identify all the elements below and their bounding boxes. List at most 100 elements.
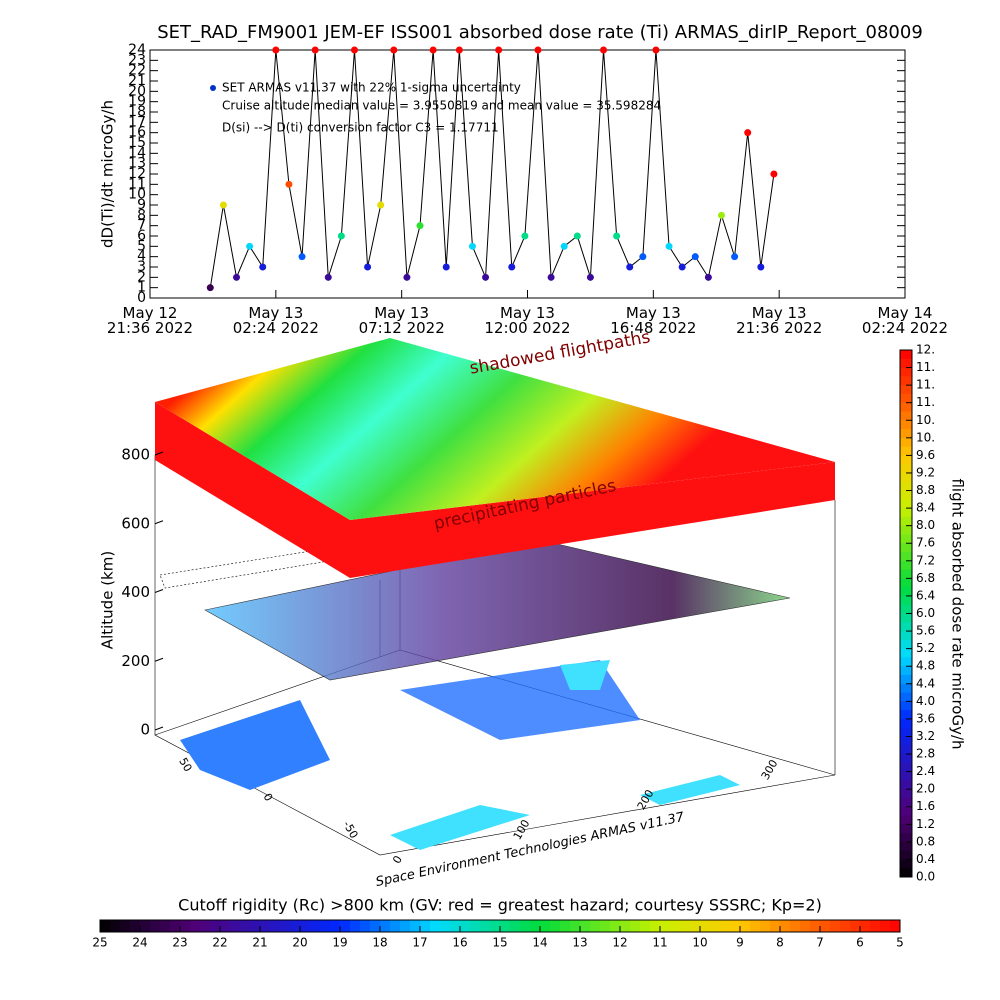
colorbar-tick-label: 4.8 xyxy=(916,659,935,673)
colorbar-tick-label: 15 xyxy=(492,936,507,950)
colorbar-cell xyxy=(450,920,461,932)
data-point xyxy=(639,253,647,261)
data-point xyxy=(613,232,621,240)
colorbar-cell xyxy=(800,920,811,932)
colorbar-tick-label: 2.8 xyxy=(916,747,935,761)
colorbar-cell xyxy=(900,657,912,667)
y-tick-label: 11 xyxy=(128,176,146,192)
data-point xyxy=(678,263,686,271)
colorbar-cell xyxy=(900,402,912,412)
y-tick-label: 7 xyxy=(137,218,146,234)
colorbar-cell xyxy=(900,525,912,535)
x-tick-label: May 13 16:48 2022 xyxy=(610,304,697,337)
x-tick-label: May 13 12:00 2022 xyxy=(484,304,571,337)
colorbar-cell xyxy=(900,754,912,764)
colorbar-cell xyxy=(900,578,912,588)
data-point xyxy=(717,211,725,219)
colorbar-cell xyxy=(480,920,491,932)
colorbar-tick-label: 9 xyxy=(736,936,744,950)
colorbar-tick-label: 2.0 xyxy=(916,782,935,796)
data-point xyxy=(219,201,227,209)
y-tick-label: 19 xyxy=(128,94,146,110)
colorbar-cell xyxy=(520,920,531,932)
colorbar-cell xyxy=(140,920,151,932)
colorbar-cell xyxy=(900,560,912,571)
colorbar-cell xyxy=(900,639,912,650)
colorbar-cell xyxy=(900,710,912,720)
colorbar-tick-label: 6.4 xyxy=(916,588,935,602)
data-point xyxy=(350,46,358,54)
data-point xyxy=(665,242,673,250)
data-point xyxy=(547,273,555,281)
colorbar-cell xyxy=(790,920,801,932)
colorbar-cell xyxy=(560,920,571,932)
colorbar-cell xyxy=(150,920,161,932)
colorbar-cell xyxy=(390,920,401,932)
colorbar-cell xyxy=(300,920,311,932)
colorbar-tick-label: 11 xyxy=(652,936,667,950)
colorbar-cell xyxy=(900,472,912,483)
colorbar-cell xyxy=(900,385,912,395)
y-axis-label: dD(Ti)/dt microGy/h xyxy=(99,100,117,248)
colorbar-cell xyxy=(600,920,611,932)
data-line xyxy=(209,49,775,288)
colorbar-cell xyxy=(900,446,912,456)
colorbar-cell xyxy=(320,920,331,932)
colorbar-tick-label: 16 xyxy=(452,936,467,950)
data-point xyxy=(573,232,581,240)
colorbar-tick-label: 4.0 xyxy=(916,694,935,708)
colorbar-cell xyxy=(900,499,912,509)
data-point xyxy=(285,180,293,188)
colorbar-cell xyxy=(670,920,681,932)
y-tick-label: 2 xyxy=(137,269,146,285)
data-point xyxy=(246,242,254,250)
colorbar-cell xyxy=(900,833,912,843)
colorbar-cell xyxy=(900,762,912,773)
colorbar-cell xyxy=(840,920,851,932)
colorbar-cell xyxy=(430,920,441,932)
colorbar-cell xyxy=(550,920,561,932)
y-tick-label: 18 xyxy=(128,104,146,120)
colorbar-cell xyxy=(230,920,241,932)
colorbar-cell xyxy=(590,920,601,932)
y-tick-label: 0 xyxy=(137,290,146,306)
colorbar-cell xyxy=(740,920,751,932)
colorbar-cell xyxy=(580,920,591,932)
colorbar-cell xyxy=(900,850,912,860)
colorbar-tick-label: 21 xyxy=(252,936,267,950)
colorbar-cell xyxy=(830,920,841,932)
colorbar-cell xyxy=(710,920,721,932)
colorbar-tick-label: 5.2 xyxy=(916,641,935,655)
colorbar-cell xyxy=(900,534,912,544)
data-point xyxy=(259,263,267,271)
colorbar-cell xyxy=(680,920,691,932)
colorbar-cell xyxy=(440,920,451,932)
colorbar-cell xyxy=(260,920,271,932)
data-point xyxy=(416,222,424,230)
colorbar-tick-label: 12. xyxy=(916,343,935,357)
data-point xyxy=(272,46,280,54)
colorbar-cell xyxy=(570,920,581,932)
colorbar-cell xyxy=(900,508,912,518)
colorbar-tick-label: 6 xyxy=(856,936,864,950)
colorbar-cell xyxy=(900,595,912,606)
colorbar-tick-label: 12 xyxy=(612,936,627,950)
data-point xyxy=(521,232,529,240)
data-point xyxy=(744,129,752,137)
colorbar-cell xyxy=(470,920,481,932)
colorbar-cell xyxy=(900,841,912,852)
colorbar-cell xyxy=(500,920,511,932)
colorbar-cell xyxy=(380,920,391,932)
colorbar-cell xyxy=(900,631,912,641)
colorbar-cell xyxy=(890,920,901,932)
data-point xyxy=(403,273,411,281)
colorbar-cell xyxy=(900,648,912,658)
colorbar-cell xyxy=(540,920,551,932)
colorbar-cell xyxy=(900,437,912,448)
colorbar-cell xyxy=(120,920,131,932)
colorbar-cell xyxy=(330,920,341,932)
tick-mark xyxy=(154,657,164,662)
colorbar-tick-label: 10. xyxy=(916,413,935,427)
colorbar-cell xyxy=(900,824,912,834)
tick-mark xyxy=(154,451,164,456)
